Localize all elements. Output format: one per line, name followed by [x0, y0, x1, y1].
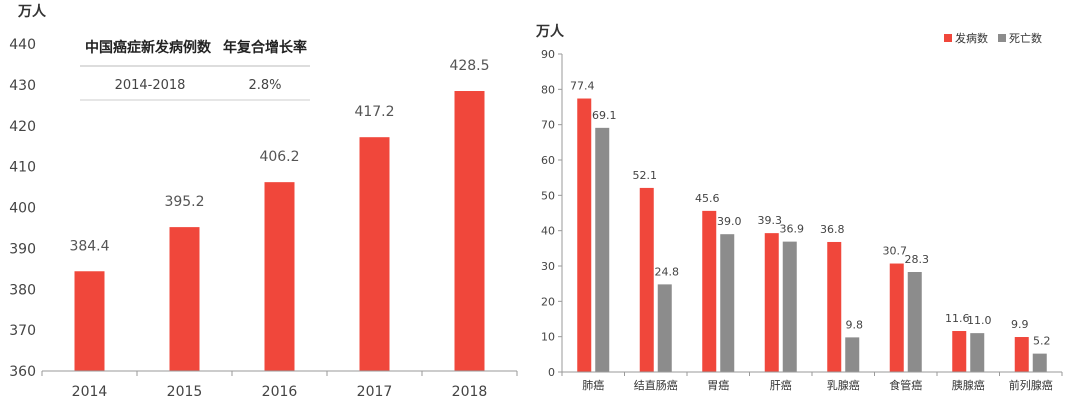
incidence-bar-胃癌: [702, 210, 717, 372]
death-data-label: 24.8: [655, 265, 680, 278]
death-data-label: 36.9: [780, 223, 805, 236]
inset-header-cagr: 年复合增长率: [223, 39, 307, 56]
incidence-data-label: 30.7: [883, 245, 908, 258]
death-data-label: 69.1: [592, 109, 617, 122]
incidence-data-label: 9.9: [1011, 318, 1029, 331]
left-bar-2016: [264, 182, 295, 371]
left-data-label: 428.5: [449, 58, 489, 74]
incidence-data-label: 77.4: [570, 80, 595, 93]
legend: 发病数 死亡数: [944, 31, 1042, 45]
incidence-data-label: 11.6: [945, 312, 970, 325]
death-bar-肺癌: [595, 127, 610, 372]
death-data-label: 39.0: [717, 215, 742, 228]
incidence-bar-乳腺癌: [827, 241, 842, 372]
left-bar-2015: [169, 227, 200, 371]
inset-header-cases: 中国癌症新发病例数: [85, 39, 212, 56]
right-x-tick-label: 食管癌: [889, 378, 922, 392]
left-y-tick-label: 360: [9, 364, 36, 380]
right-y-tick-label: 80: [541, 83, 555, 96]
incidence-bar-前列腺癌: [1014, 337, 1029, 372]
death-bar-肝癌: [782, 241, 797, 372]
left-y-tick-label: 390: [9, 241, 36, 257]
new-cases-trend-chart: 万人 384.4 395.2 406.2 417.2 428.5 360 370 380 39…: [9, 3, 518, 400]
incidence-data-label: 36.8: [820, 223, 845, 236]
legend-label-incidence: 发病数: [955, 31, 988, 45]
right-y-tick-label: 10: [541, 331, 555, 344]
left-data-label: 406.2: [259, 149, 299, 165]
left-y-tick-label: 370: [9, 323, 36, 339]
death-bar-乳腺癌: [845, 337, 860, 372]
death-data-label: 5.2: [1033, 335, 1051, 348]
right-x-tick-label: 胃癌: [707, 378, 729, 392]
left-data-label: 384.4: [69, 238, 109, 254]
death-bar-胃癌: [720, 234, 735, 372]
left-x-tick-label: 2015: [167, 384, 203, 400]
death-bar-胰腺癌: [970, 333, 985, 372]
incidence-bar-肺癌: [577, 98, 592, 373]
right-x-tick-label: 乳腺癌: [827, 378, 860, 392]
legend-swatch-incidence: [944, 34, 952, 42]
right-x-tick-label: 前列腺癌: [1009, 378, 1053, 392]
death-bar-结直肠癌: [657, 284, 672, 372]
right-y-tick-label: 30: [541, 260, 555, 273]
left-bar-2014: [74, 271, 105, 371]
left-y-unit-label: 万人: [17, 3, 47, 20]
growth-rate-inset-table: 中国癌症新发病例数 年复合增长率 2014-2018 2.8%: [80, 39, 310, 101]
incidence-bar-胰腺癌: [952, 331, 967, 372]
legend-label-death: 死亡数: [1009, 31, 1042, 45]
left-x-tick-label: 2014: [72, 384, 108, 400]
left-x-tick-label: 2016: [262, 384, 298, 400]
left-data-label: 395.2: [164, 194, 204, 210]
right-y-tick-label: 0: [548, 366, 555, 379]
right-y-tick-label: 20: [541, 295, 555, 308]
inset-period: 2014-2018: [115, 78, 186, 93]
incidence-data-label: 52.1: [633, 169, 658, 182]
right-y-tick-label: 40: [541, 225, 555, 238]
incidence-bar-肝癌: [764, 233, 779, 372]
left-y-tick-label: 430: [9, 78, 36, 94]
left-x-tick-label: 2018: [452, 384, 488, 400]
right-x-tick-label: 胰腺癌: [952, 378, 985, 392]
right-y-tick-label: 60: [541, 154, 555, 167]
legend-swatch-death: [998, 34, 1006, 42]
incidence-bar-结直肠癌: [639, 187, 654, 372]
death-data-label: 9.8: [846, 318, 864, 331]
right-x-tick-label: 肺癌: [582, 378, 604, 392]
right-y-unit-label: 万人: [535, 23, 565, 40]
left-bar-2017: [359, 137, 390, 371]
left-y-tick-label: 440: [9, 37, 36, 53]
death-bar-前列腺癌: [1032, 353, 1047, 372]
death-data-label: 28.3: [905, 253, 930, 266]
right-x-tick-label: 结直肠癌: [634, 378, 678, 392]
cancer-type-incidence-death-chart: 万人 发病数 死亡数 77.469.152.124.845.639.0 39.33…: [535, 23, 1063, 392]
left-y-tick-label: 400: [9, 201, 36, 217]
left-y-tick-label: 410: [9, 160, 36, 176]
incidence-data-label: 39.3: [758, 214, 783, 227]
inset-cagr-value: 2.8%: [248, 78, 281, 93]
right-y-tick-label: 90: [541, 48, 555, 61]
left-bar-2018: [454, 91, 485, 371]
left-x-tick-label: 2017: [357, 384, 393, 400]
death-bar-食管癌: [907, 272, 922, 372]
right-y-tick-label: 50: [541, 189, 555, 202]
left-y-tick-label: 380: [9, 282, 36, 298]
right-x-tick-label: 肝癌: [770, 378, 792, 392]
left-data-label: 417.2: [354, 104, 394, 120]
incidence-data-label: 45.6: [695, 192, 720, 205]
incidence-bar-食管癌: [889, 263, 904, 372]
left-y-tick-label: 420: [9, 119, 36, 135]
death-data-label: 11.0: [967, 314, 992, 327]
right-y-tick-label: 70: [541, 119, 555, 132]
